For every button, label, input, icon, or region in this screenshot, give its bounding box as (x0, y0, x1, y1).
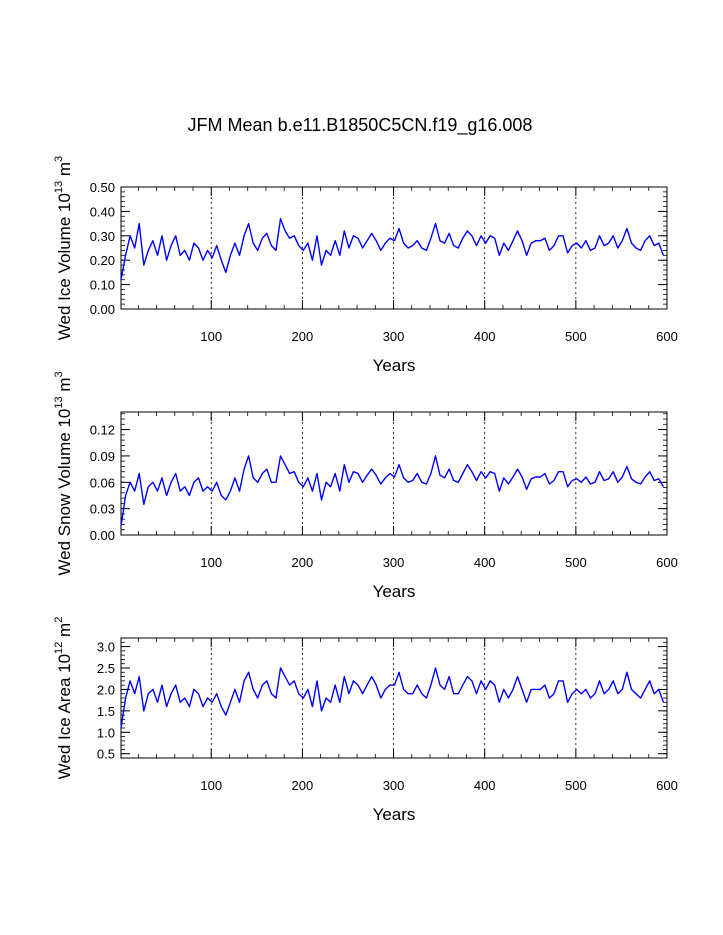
figure-title: JFM Mean b.e11.B1850C5CN.f19_g16.008 (188, 115, 533, 136)
y-tick-label: 0.12 (90, 423, 115, 438)
y-ticks: 0.00 0.03 0.06 0.09 0.12 (90, 413, 667, 543)
y-axis-label-unit-exp: 3 (53, 156, 65, 162)
x-tick-label: 400 (474, 778, 496, 793)
x-ticks: 100 200 300 400 500 600 (137, 187, 678, 344)
y-axis-label-main: Wed Ice Volume 10 (55, 193, 74, 340)
x-tick-label: 200 (292, 555, 314, 570)
x-tick-label: 300 (383, 555, 405, 570)
x-tick-label: 600 (656, 778, 678, 793)
y-ticks: 0.5 1.0 1.5 2.0 2.5 3.0 (97, 637, 667, 762)
y-axis-label-unit: m (55, 623, 74, 637)
y-tick-label: 1.0 (97, 725, 115, 740)
y-tick-label: 0.03 (90, 502, 115, 517)
y-tick-label: 0.10 (90, 278, 115, 293)
x-tick-label: 100 (200, 778, 222, 793)
x-axis-label: Years (373, 805, 416, 824)
snow-volume-series-line (120, 455, 665, 527)
y-tick-label: 0.06 (90, 475, 115, 490)
x-tick-label: 100 (200, 555, 222, 570)
y-axis-label-unit: m (55, 378, 74, 392)
y-tick-label: 2.5 (97, 661, 115, 676)
y-axis-label-exp: 13 (53, 396, 65, 408)
ice-volume-series-line (120, 217, 665, 280)
x-tick-label: 600 (656, 329, 678, 344)
y-axis-label-unit: m (55, 162, 74, 176)
x-tick-label: 100 (200, 329, 222, 344)
x-tick-label: 500 (565, 329, 587, 344)
y-axis-label-exp: 13 (53, 181, 65, 193)
y-ticks: 0.00 0.10 0.20 0.30 0.40 0.50 (90, 180, 667, 317)
x-tick-label: 400 (474, 555, 496, 570)
y-tick-label: 0.00 (90, 528, 115, 543)
y-axis-label-main: Wed Snow Volume 10 (55, 409, 74, 576)
plot-frame (120, 637, 668, 759)
y-axis-label: Wed Ice Area 1012 m2 (53, 617, 74, 780)
x-tick-label: 400 (474, 329, 496, 344)
x-axis-label: Years (373, 582, 416, 601)
y-axis-label: Wed Ice Volume 1013 m3 (53, 156, 74, 340)
y-tick-label: 0.09 (90, 449, 115, 464)
x-tick-label: 500 (565, 778, 587, 793)
y-tick-label: 2.0 (97, 682, 115, 697)
x-tick-label: 300 (383, 778, 405, 793)
y-tick-label: 0.20 (90, 253, 115, 268)
x-tick-label: 500 (565, 555, 587, 570)
x-tick-label: 600 (656, 555, 678, 570)
x-gridlines (210, 187, 577, 309)
panel-ice-area: 0.5 1.0 1.5 2.0 2.5 3.0 100 200 300 400 500 600 Ye… (53, 617, 678, 824)
ice-area-series-line (120, 667, 665, 729)
x-gridlines (210, 638, 577, 758)
y-axis-label-exp: 12 (53, 642, 65, 654)
plot-frame (120, 186, 668, 310)
x-gridlines (210, 412, 577, 535)
plot-frame (120, 411, 668, 536)
panel-ice-volume: 0.00 0.10 0.20 0.30 0.40 0.50 100 200 300 400 500… (53, 156, 678, 375)
y-tick-label: 3.0 (97, 640, 115, 655)
x-ticks: 100 200 300 400 500 600 (137, 638, 678, 793)
y-axis-label-unit-exp: 2 (53, 617, 65, 623)
y-tick-label: 0.5 (97, 747, 115, 762)
x-tick-label: 200 (292, 329, 314, 344)
x-tick-label: 300 (383, 329, 405, 344)
panel-snow-volume: 0.000.030.060.090.12 100 200 300 400 500 600 … (53, 371, 678, 601)
x-ticks: 100 200 300 400 500 600 (137, 412, 678, 570)
y-tick-label: 0.00 (90, 302, 115, 317)
y-axis-label-main: Wed Ice Area 10 (55, 654, 74, 779)
y-tick-label: 0.50 (90, 180, 115, 195)
y-tick-label: 1.5 (97, 704, 115, 719)
x-tick-label: 200 (292, 778, 314, 793)
y-tick-label: 0.30 (90, 229, 115, 244)
x-axis-label: Years (373, 356, 416, 375)
y-axis-label-unit-exp: 3 (53, 371, 65, 377)
y-tick-label: 0.40 (90, 204, 115, 219)
y-axis-label: Wed Snow Volume 1013 m3 (53, 371, 74, 575)
